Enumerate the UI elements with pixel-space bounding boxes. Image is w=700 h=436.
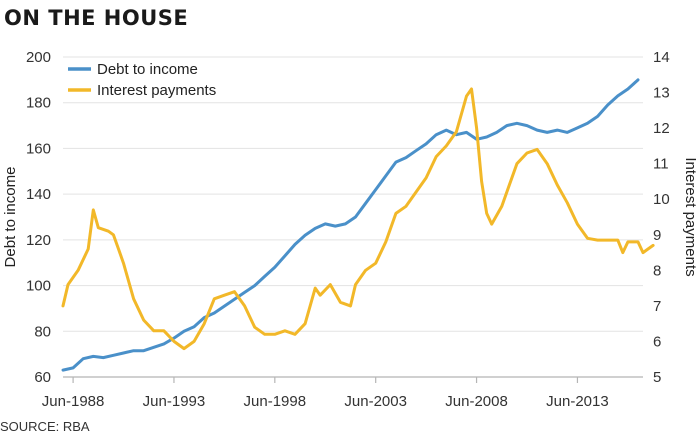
y-right-tick-label: 7 bbox=[653, 298, 661, 315]
y-right-tick-label: 12 bbox=[653, 120, 670, 137]
y-right-tick-label: 9 bbox=[653, 227, 661, 244]
y-right-tick-label: 11 bbox=[653, 156, 669, 173]
y-right-tick-label: 10 bbox=[653, 191, 670, 208]
x-tick-label: Jun-2003 bbox=[344, 393, 407, 410]
x-tick-label: Jun-2013 bbox=[546, 393, 609, 410]
legend: Debt to income Interest payments bbox=[68, 61, 216, 99]
x-tick-label: Jun-1998 bbox=[244, 393, 307, 410]
y-left-tick-label: 80 bbox=[34, 323, 51, 340]
x-tick-label: Jun-1993 bbox=[143, 393, 206, 410]
legend-label-debt-to-income: Debt to income bbox=[97, 61, 198, 78]
y-left-tick-label: 160 bbox=[26, 140, 51, 157]
x-tick-label: Jun-1988 bbox=[42, 393, 105, 410]
y-right-tick-label: 5 bbox=[653, 369, 661, 386]
series-lines bbox=[61, 78, 655, 372]
y-right-tick-label: 14 bbox=[653, 49, 670, 66]
chart-source: SOURCE: RBA bbox=[0, 419, 90, 434]
x-tick-label: Jun-2008 bbox=[445, 393, 508, 410]
y-left-tick-label: 120 bbox=[26, 232, 51, 249]
axes: 60 80 100 120 140 160 180 200 5 6 7 8 9 10 11 12 13 14 Jun… bbox=[26, 49, 670, 410]
y-left-tick-label: 60 bbox=[34, 369, 51, 386]
y-right-tick-label: 13 bbox=[653, 85, 670, 102]
y-left-tick-label: 200 bbox=[26, 49, 51, 66]
legend-label-interest-payments: Interest payments bbox=[97, 82, 216, 99]
y-axis-left-title: Debt to income bbox=[2, 167, 19, 268]
y-right-tick-label: 6 bbox=[653, 333, 661, 350]
chart-title: ON THE HOUSE bbox=[4, 6, 189, 30]
series-line-interest-payments bbox=[61, 87, 655, 351]
y-right-tick-label: 8 bbox=[653, 262, 661, 279]
y-axis-right-title: Interest payments bbox=[682, 157, 699, 276]
y-left-tick-label: 100 bbox=[26, 278, 51, 295]
series-line-debt-to-income bbox=[61, 78, 640, 372]
y-left-tick-label: 140 bbox=[26, 186, 51, 203]
y-left-tick-label: 180 bbox=[26, 95, 51, 112]
